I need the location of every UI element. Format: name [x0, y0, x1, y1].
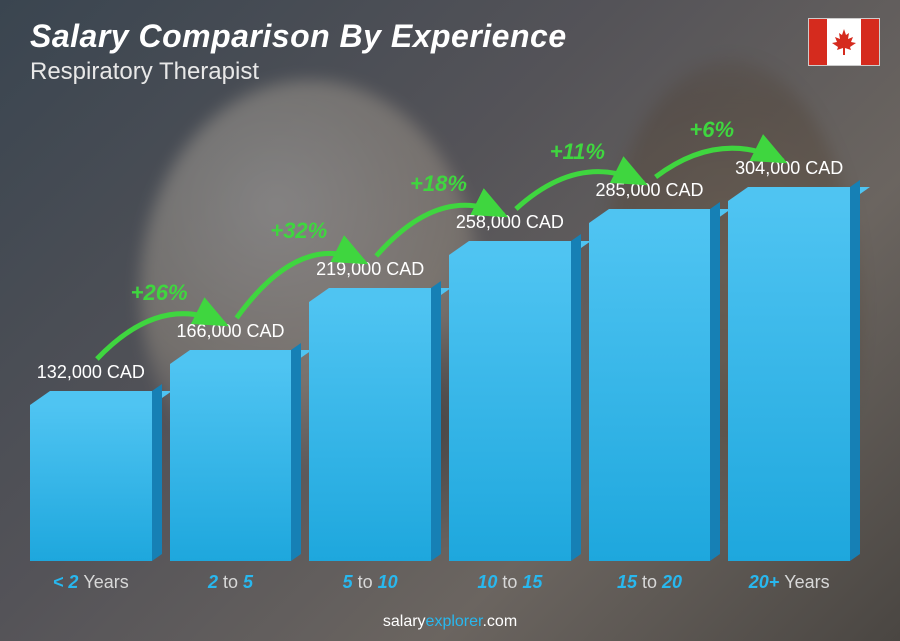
chart-canvas: Salary Comparison By Experience Respirat…: [0, 0, 900, 641]
bar-category-label: 2 to 5: [170, 572, 292, 593]
footer-text-right: .com: [482, 613, 517, 630]
canada-flag-icon: [808, 18, 880, 66]
chart-title: Salary Comparison By Experience: [30, 18, 567, 55]
bar-value-label: 219,000 CAD: [316, 259, 424, 280]
bar: [728, 201, 850, 561]
bar-chart: 132,000 CAD< 2 Years166,000 CAD2 to 5219…: [30, 110, 850, 561]
bar: [449, 255, 571, 561]
bar-value-label: 166,000 CAD: [176, 321, 284, 342]
bar-category-label: 20+ Years: [728, 572, 850, 593]
bar-group: 304,000 CAD20+ Years: [728, 158, 850, 561]
bar-group: 132,000 CAD< 2 Years: [30, 362, 152, 561]
bar: [170, 364, 292, 561]
bar: [589, 223, 711, 561]
delta-label: +11%: [550, 139, 605, 165]
delta-label: +32%: [270, 218, 327, 244]
bar-group: 166,000 CAD2 to 5: [170, 321, 292, 561]
bar-category-label: 10 to 15: [449, 572, 571, 593]
bar-value-label: 132,000 CAD: [37, 362, 145, 383]
bar-category-label: 15 to 20: [589, 572, 711, 593]
footer-text-left: salary: [383, 613, 426, 630]
delta-label: +26%: [131, 280, 188, 306]
bar-group: 285,000 CAD15 to 20: [589, 180, 711, 561]
bar-category-label: < 2 Years: [30, 572, 152, 593]
delta-label: +18%: [410, 171, 467, 197]
footer-attribution: salaryexplorer.com: [0, 613, 900, 631]
bar: [309, 302, 431, 561]
bar-value-label: 258,000 CAD: [456, 212, 564, 233]
bar: [30, 405, 152, 561]
maple-leaf-icon: [832, 29, 856, 55]
chart-subtitle: Respiratory Therapist: [30, 58, 259, 86]
footer-text-mid: explorer: [426, 613, 483, 630]
bar-category-label: 5 to 10: [309, 572, 431, 593]
bar-group: 258,000 CAD10 to 15: [449, 212, 571, 561]
delta-label: +6%: [689, 117, 734, 143]
bar-group: 219,000 CAD5 to 10: [309, 259, 431, 561]
bar-value-label: 285,000 CAD: [595, 180, 703, 201]
bar-value-label: 304,000 CAD: [735, 158, 843, 179]
